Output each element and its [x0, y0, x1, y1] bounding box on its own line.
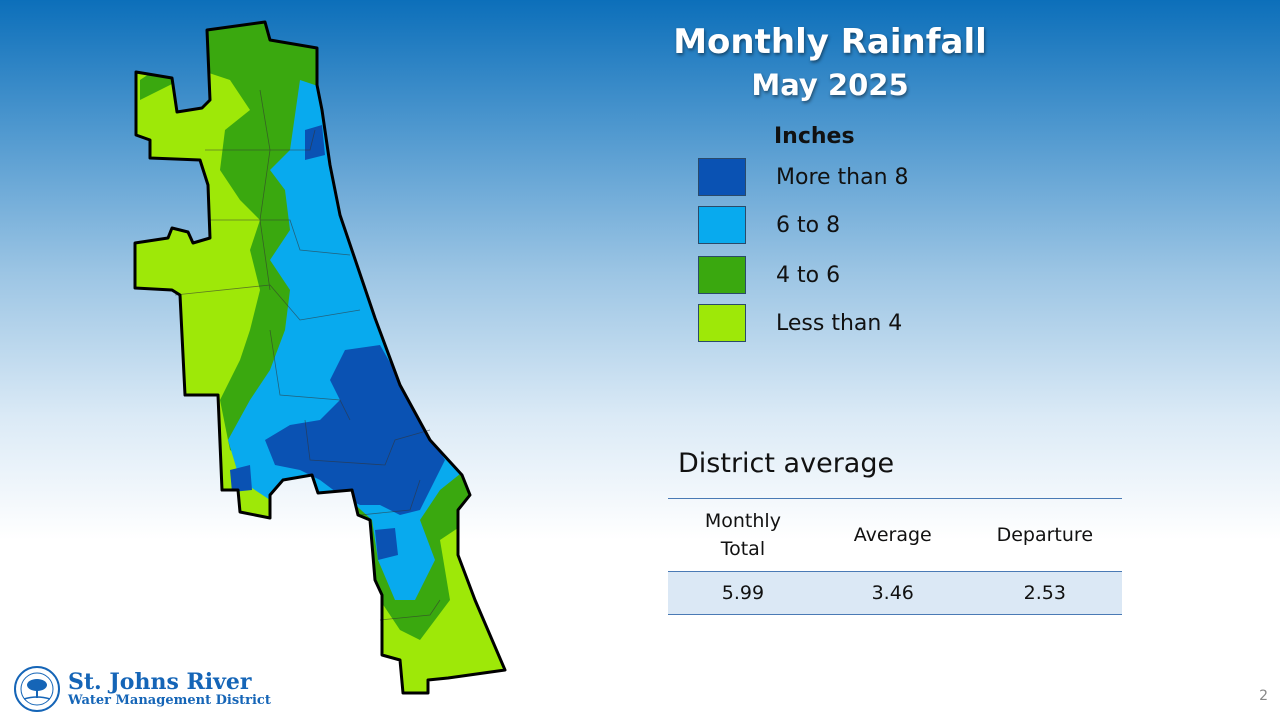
header-average: Average: [817, 498, 968, 572]
value-monthly-total: 5.99: [668, 571, 818, 615]
district-seal-icon: [14, 666, 60, 712]
district-average-title: District average: [678, 448, 895, 479]
page-number: 2: [1259, 688, 1268, 704]
legend-item-4-to-6: 4 to 6: [698, 255, 840, 295]
header-monthly-total: Monthly Total: [668, 498, 818, 572]
legend-label: More than 8: [776, 164, 909, 190]
district-logo: St. Johns River Water Management Distric…: [14, 666, 271, 712]
map-subtitle: May 2025: [751, 68, 909, 102]
district-average-table: Monthly Total Average Departure 5.99 3.4…: [668, 498, 1122, 615]
legend-label: 6 to 8: [776, 212, 841, 238]
table-row: 5.99 3.46 2.53: [668, 571, 1122, 615]
header-departure: Departure: [967, 498, 1122, 572]
map-title: Monthly Rainfall: [673, 22, 987, 62]
legend-title: Inches: [774, 124, 855, 149]
legend-item-less-than-4: Less than 4: [698, 303, 902, 343]
legend-swatch: [698, 206, 746, 244]
legend-label: Less than 4: [776, 310, 903, 336]
value-average: 3.46: [817, 571, 968, 615]
logo-line1: St. Johns River: [68, 669, 252, 695]
value-departure: 2.53: [967, 571, 1122, 615]
legend-label: 4 to 6: [776, 262, 841, 288]
legend-swatch: [698, 304, 746, 342]
legend-item-6-to-8: 6 to 8: [698, 205, 840, 245]
legend-swatch: [698, 256, 746, 294]
logo-line2: Water Management District: [68, 693, 271, 708]
legend-swatch: [698, 158, 746, 196]
legend-item-more-than-8: More than 8: [698, 157, 909, 197]
rainfall-zones: [135, 22, 505, 693]
zone-more-than-8: [230, 125, 445, 560]
county-boundaries: [174, 89, 441, 621]
